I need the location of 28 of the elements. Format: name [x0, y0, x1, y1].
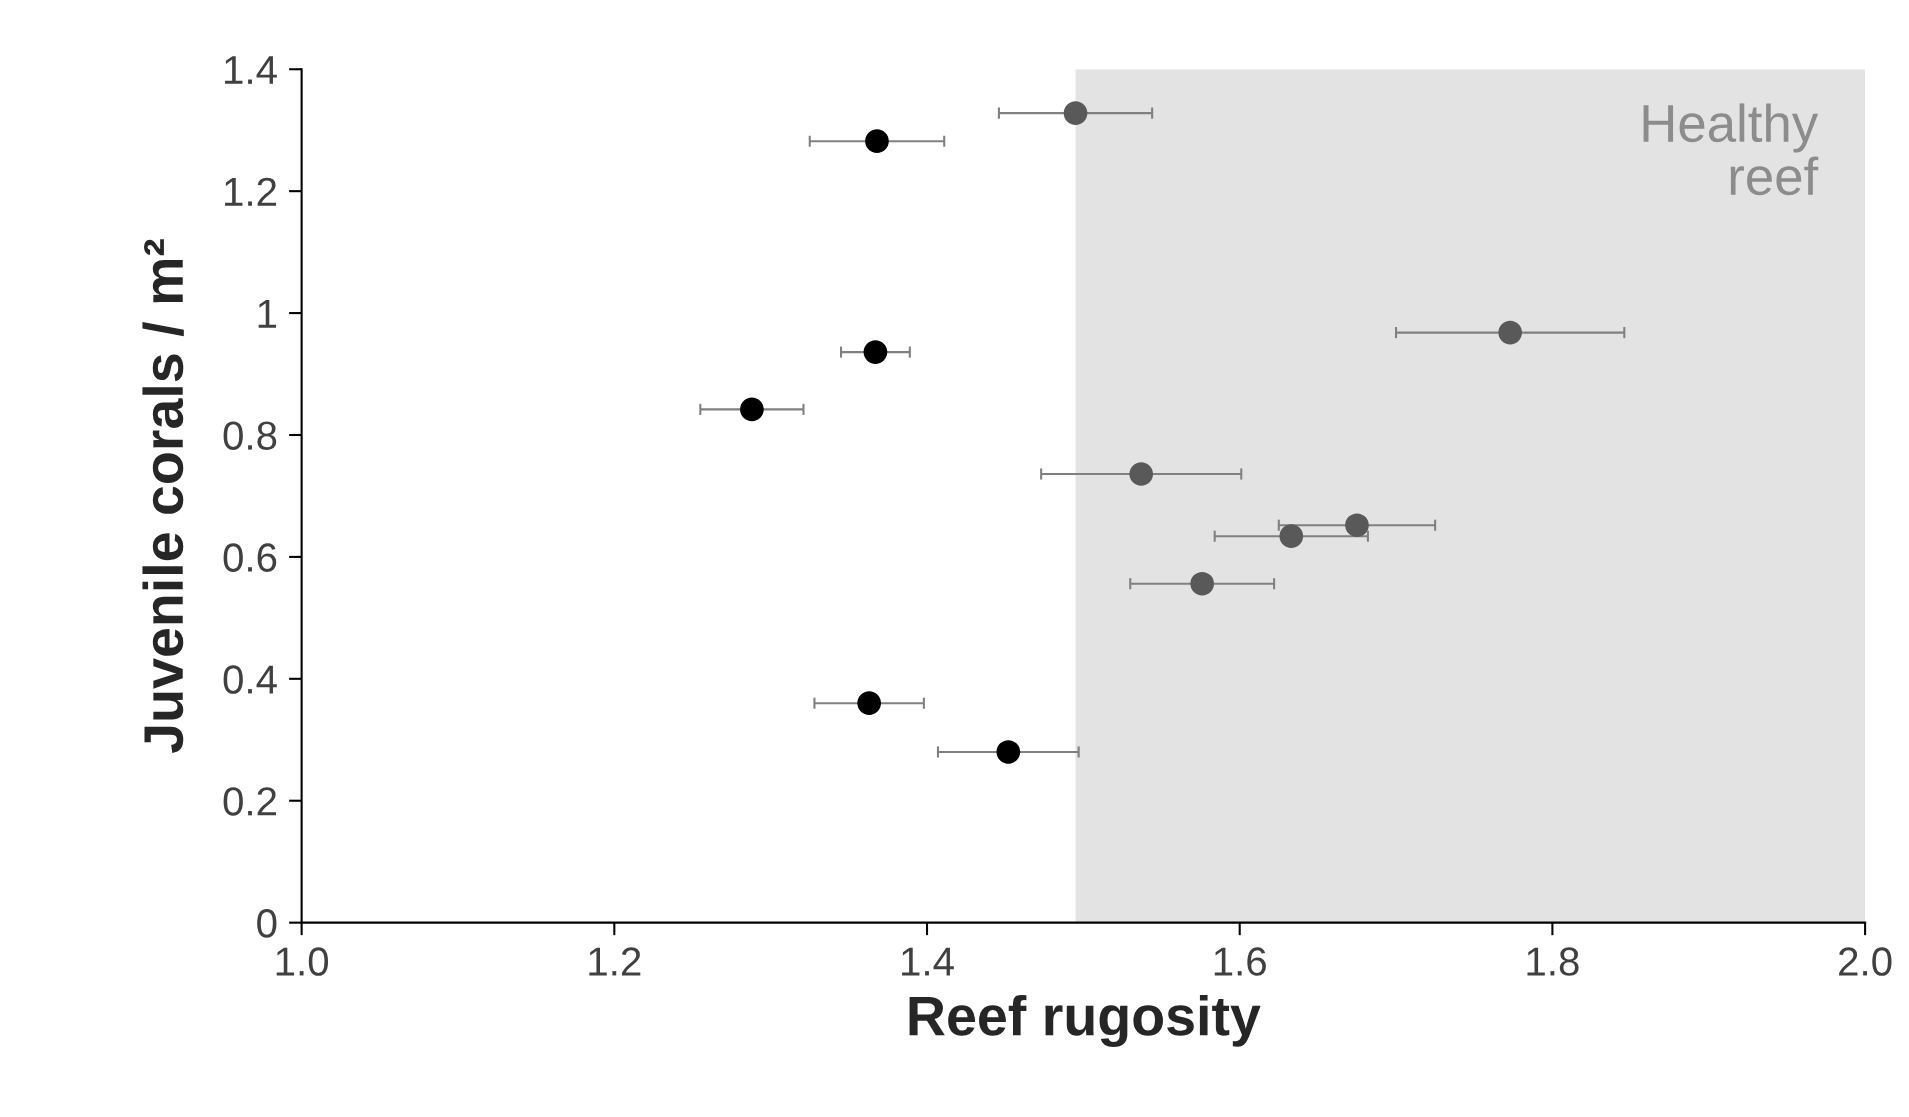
x-tick-label: 1.8: [1527, 947, 1579, 976]
y-tick-label: 1.2: [225, 177, 276, 206]
y-axis-title: Juvenile corals / m²: [142, 239, 184, 753]
x-tick-label: 1.4: [902, 947, 954, 976]
y-tick-label: 0.8: [223, 421, 277, 450]
point: [1063, 101, 1088, 125]
point: [863, 340, 888, 364]
point: [996, 740, 1021, 764]
x-tick-label: 1.0: [276, 947, 329, 976]
y-tick-label: 0.2: [223, 787, 276, 816]
band-label: Healthy reef: [1643, 103, 1819, 196]
point: [740, 397, 764, 422]
x-tick-label: 1.2: [589, 947, 641, 976]
point: [865, 129, 889, 154]
x-tick-label: 1.6: [1214, 947, 1266, 976]
point: [1345, 513, 1369, 538]
point: [857, 691, 881, 716]
point: [1498, 320, 1523, 345]
y-tick-label: 0: [257, 909, 277, 938]
point: [1279, 524, 1304, 549]
y-tick-label: 0.4: [223, 665, 277, 694]
x-tick-label: 2.0: [1839, 947, 1892, 976]
point: [1129, 462, 1154, 486]
y-tick-label: 1: [258, 299, 277, 328]
x-axis-title: Reef rugosity: [909, 994, 1261, 1047]
y-tick-label: 0.6: [223, 543, 277, 572]
point: [1190, 571, 1215, 596]
y-tick-label: 1.4: [225, 56, 277, 84]
